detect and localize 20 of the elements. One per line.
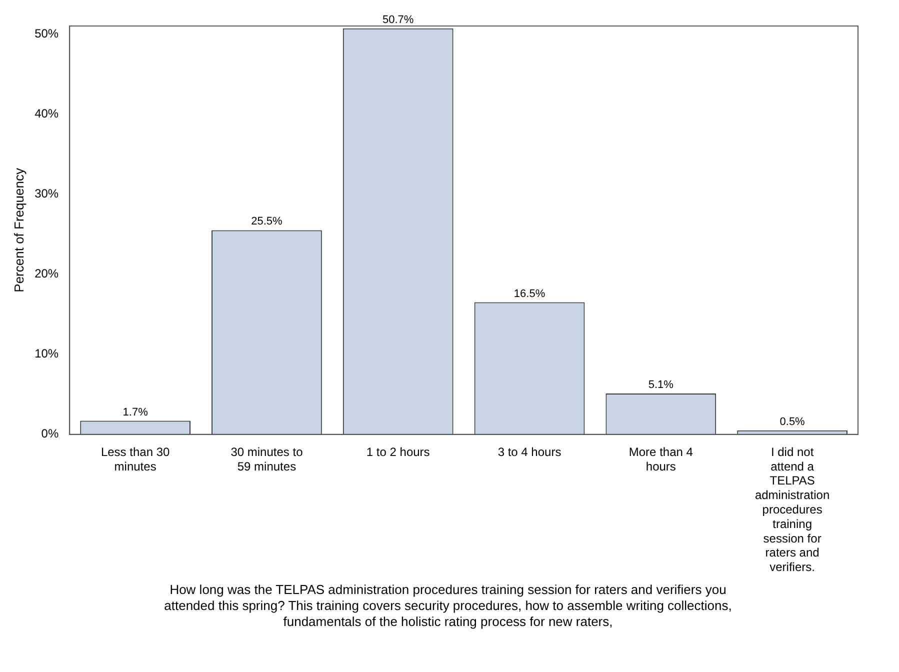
x-tick-label: 30 minutes to 59 minutes [230, 444, 304, 474]
x-tick-label: 1 to 2 hours [366, 444, 430, 459]
data-label: 0.5% [780, 416, 806, 428]
y-tick-label: 20% [34, 266, 59, 281]
data-label: 16.5% [514, 288, 546, 300]
text: How long was the TELPAS administration procedures training session for raters and verifiers you attended this spring? This training covers security procedures, how to assemble writing collections, fundamentals of the holistic rating process for new raters, [163, 582, 733, 630]
y-tick-label: 40% [34, 106, 59, 120]
y-tick-label: 30% [34, 186, 59, 200]
y-tick-label: 50% [34, 26, 59, 40]
y-tick-label: 0% [41, 426, 59, 441]
data-label: 5.1% [648, 379, 674, 392]
data-label: 1.7% [122, 406, 148, 418]
data-label: 50.7% [382, 14, 414, 26]
category-label: I did not attend a TELPAS administration procedures training session for raters and verifiers. [754, 444, 830, 574]
x-tick-label: Less than 30 minutes [100, 444, 170, 474]
y-axis-title: Percent of Frequency [11, 168, 26, 292]
x-tick-label: 3 to 4 hours [498, 444, 562, 459]
y-tick-label: 10% [34, 346, 59, 361]
data-label: 25.5% [251, 216, 283, 228]
x-tick-label: More than 4 hours [628, 444, 694, 474]
